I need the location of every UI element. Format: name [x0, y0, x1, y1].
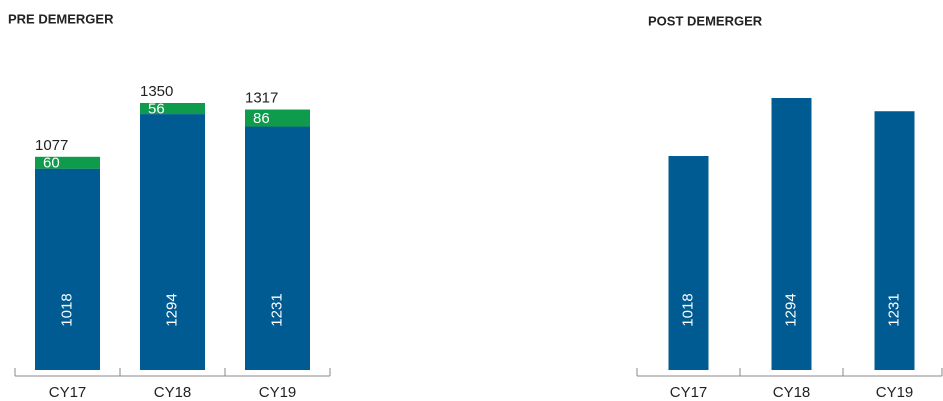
x-tick-label: CY19	[876, 384, 914, 401]
value-label: 56	[148, 101, 165, 118]
chart-title: PRE DEMERGER	[8, 11, 114, 26]
x-tick-label: CY18	[154, 384, 192, 401]
value-label: 1294	[163, 293, 180, 326]
value-label: 1018	[679, 293, 696, 326]
chart-title: POST DEMERGER	[648, 13, 763, 28]
value-label: 60	[43, 155, 60, 172]
bar-segment	[771, 98, 812, 370]
value-label: 1231	[885, 293, 902, 326]
bar-segment	[35, 168, 100, 370]
x-tick-label: CY17	[670, 384, 708, 401]
x-tick-label: CY18	[773, 384, 811, 401]
value-label: 1294	[782, 293, 799, 326]
x-tick-label: CY19	[259, 384, 297, 401]
value-label: 1018	[58, 293, 75, 326]
bar-segment	[35, 156, 100, 169]
total-label: 1077	[35, 137, 68, 154]
bar-segment	[245, 109, 310, 127]
x-tick-label: CY17	[49, 384, 87, 401]
value-label: 86	[253, 110, 270, 127]
bar-segment	[140, 103, 205, 115]
bar-segment	[668, 156, 709, 370]
value-label: 1231	[268, 293, 285, 326]
total-label: 1317	[245, 89, 278, 106]
bar-segment	[874, 111, 915, 370]
bar-segment	[140, 114, 205, 370]
total-label: 1350	[140, 83, 173, 100]
bar-segment	[245, 126, 310, 370]
